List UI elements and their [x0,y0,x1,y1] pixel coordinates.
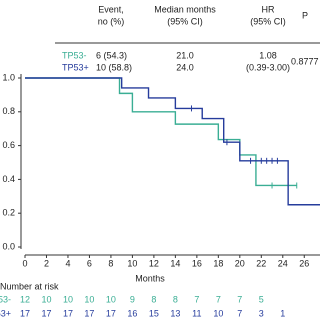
x-tick-label: 18 [213,258,223,268]
cell: 24.0 [176,62,194,72]
cell: 0.8777 [291,56,319,66]
risk-count: 17 [84,308,94,318]
survival-curve [25,77,297,187]
y-tick-label: 0.0 [2,241,15,251]
risk-count: 1 [280,308,285,318]
risk-count: 15 [149,308,159,318]
risk-count: 5 [259,294,264,304]
risk-count: 9 [130,294,135,304]
header: HR [262,4,275,14]
risk-count: 8 [151,294,156,304]
risk-row-label: TP53+ [0,308,11,318]
x-tick-label: 14 [170,258,180,268]
x-tick-label: 24 [278,258,288,268]
x-tick-label: 6 [87,258,92,268]
risk-row-label: TP53- [0,294,11,304]
risk-count: 17 [41,308,51,318]
x-tick-label: 20 [235,258,245,268]
x-tick-label: 8 [108,258,113,268]
risk-count: 10 [106,294,116,304]
x-tick-label: 4 [65,258,70,268]
risk-count: 12 [20,294,30,304]
cell: 10 (58.8) [96,62,132,72]
risk-count: 10 [63,294,73,304]
y-tick-label: 0.6 [2,140,15,150]
survival-curve [25,77,320,206]
x-tick-label: 16 [192,258,202,268]
x-tick-label: 10 [127,258,137,268]
legend-label: TP53+ [62,62,89,72]
risk-count: 17 [20,308,30,318]
y-tick-label: 0.4 [2,174,15,184]
x-tick-label: 26 [299,258,309,268]
summary-table: Event, no (%) Median months (95% CI) HR … [55,4,320,72]
risk-count: 10 [41,294,51,304]
x-tick-label: 22 [256,258,266,268]
cell: 21.0 [176,50,194,60]
y-tick-label: 0.2 [2,208,15,218]
risk-count: 8 [173,294,178,304]
header: (95% CI) [167,16,203,26]
risk-count: 10 [213,308,223,318]
cell: 1.08 [259,50,277,60]
risk-count: 3 [259,308,264,318]
x-tick-label: 0 [22,258,27,268]
y-tick-label: 0.8 [2,106,15,116]
header: P [302,10,308,20]
x-tick-label: 2 [44,258,49,268]
risk-count: 7 [216,294,221,304]
risk-count: 17 [63,308,73,318]
risk-count: 7 [237,294,242,304]
risk-count: 7 [194,294,199,304]
risk-count: 13 [170,308,180,318]
cell: (0.39-3.00) [246,62,290,72]
x-axis-label: Months [135,273,165,283]
header: Median months [154,4,216,14]
cell: 6 (54.3) [96,50,127,60]
risk-count: 11 [192,308,201,318]
risk-count: 17 [106,308,116,318]
header: Event, [98,4,124,14]
x-tick-label: 12 [149,258,159,268]
legend-label: TP53- [62,50,87,60]
risk-count: 16 [127,308,137,318]
header: (95% CI) [250,16,286,26]
header: no (%) [98,16,125,26]
risk-title: Number at risk [0,281,59,291]
risk-count: 7 [237,308,242,318]
y-tick-label: 1.0 [2,72,15,82]
risk-count: 10 [84,294,94,304]
